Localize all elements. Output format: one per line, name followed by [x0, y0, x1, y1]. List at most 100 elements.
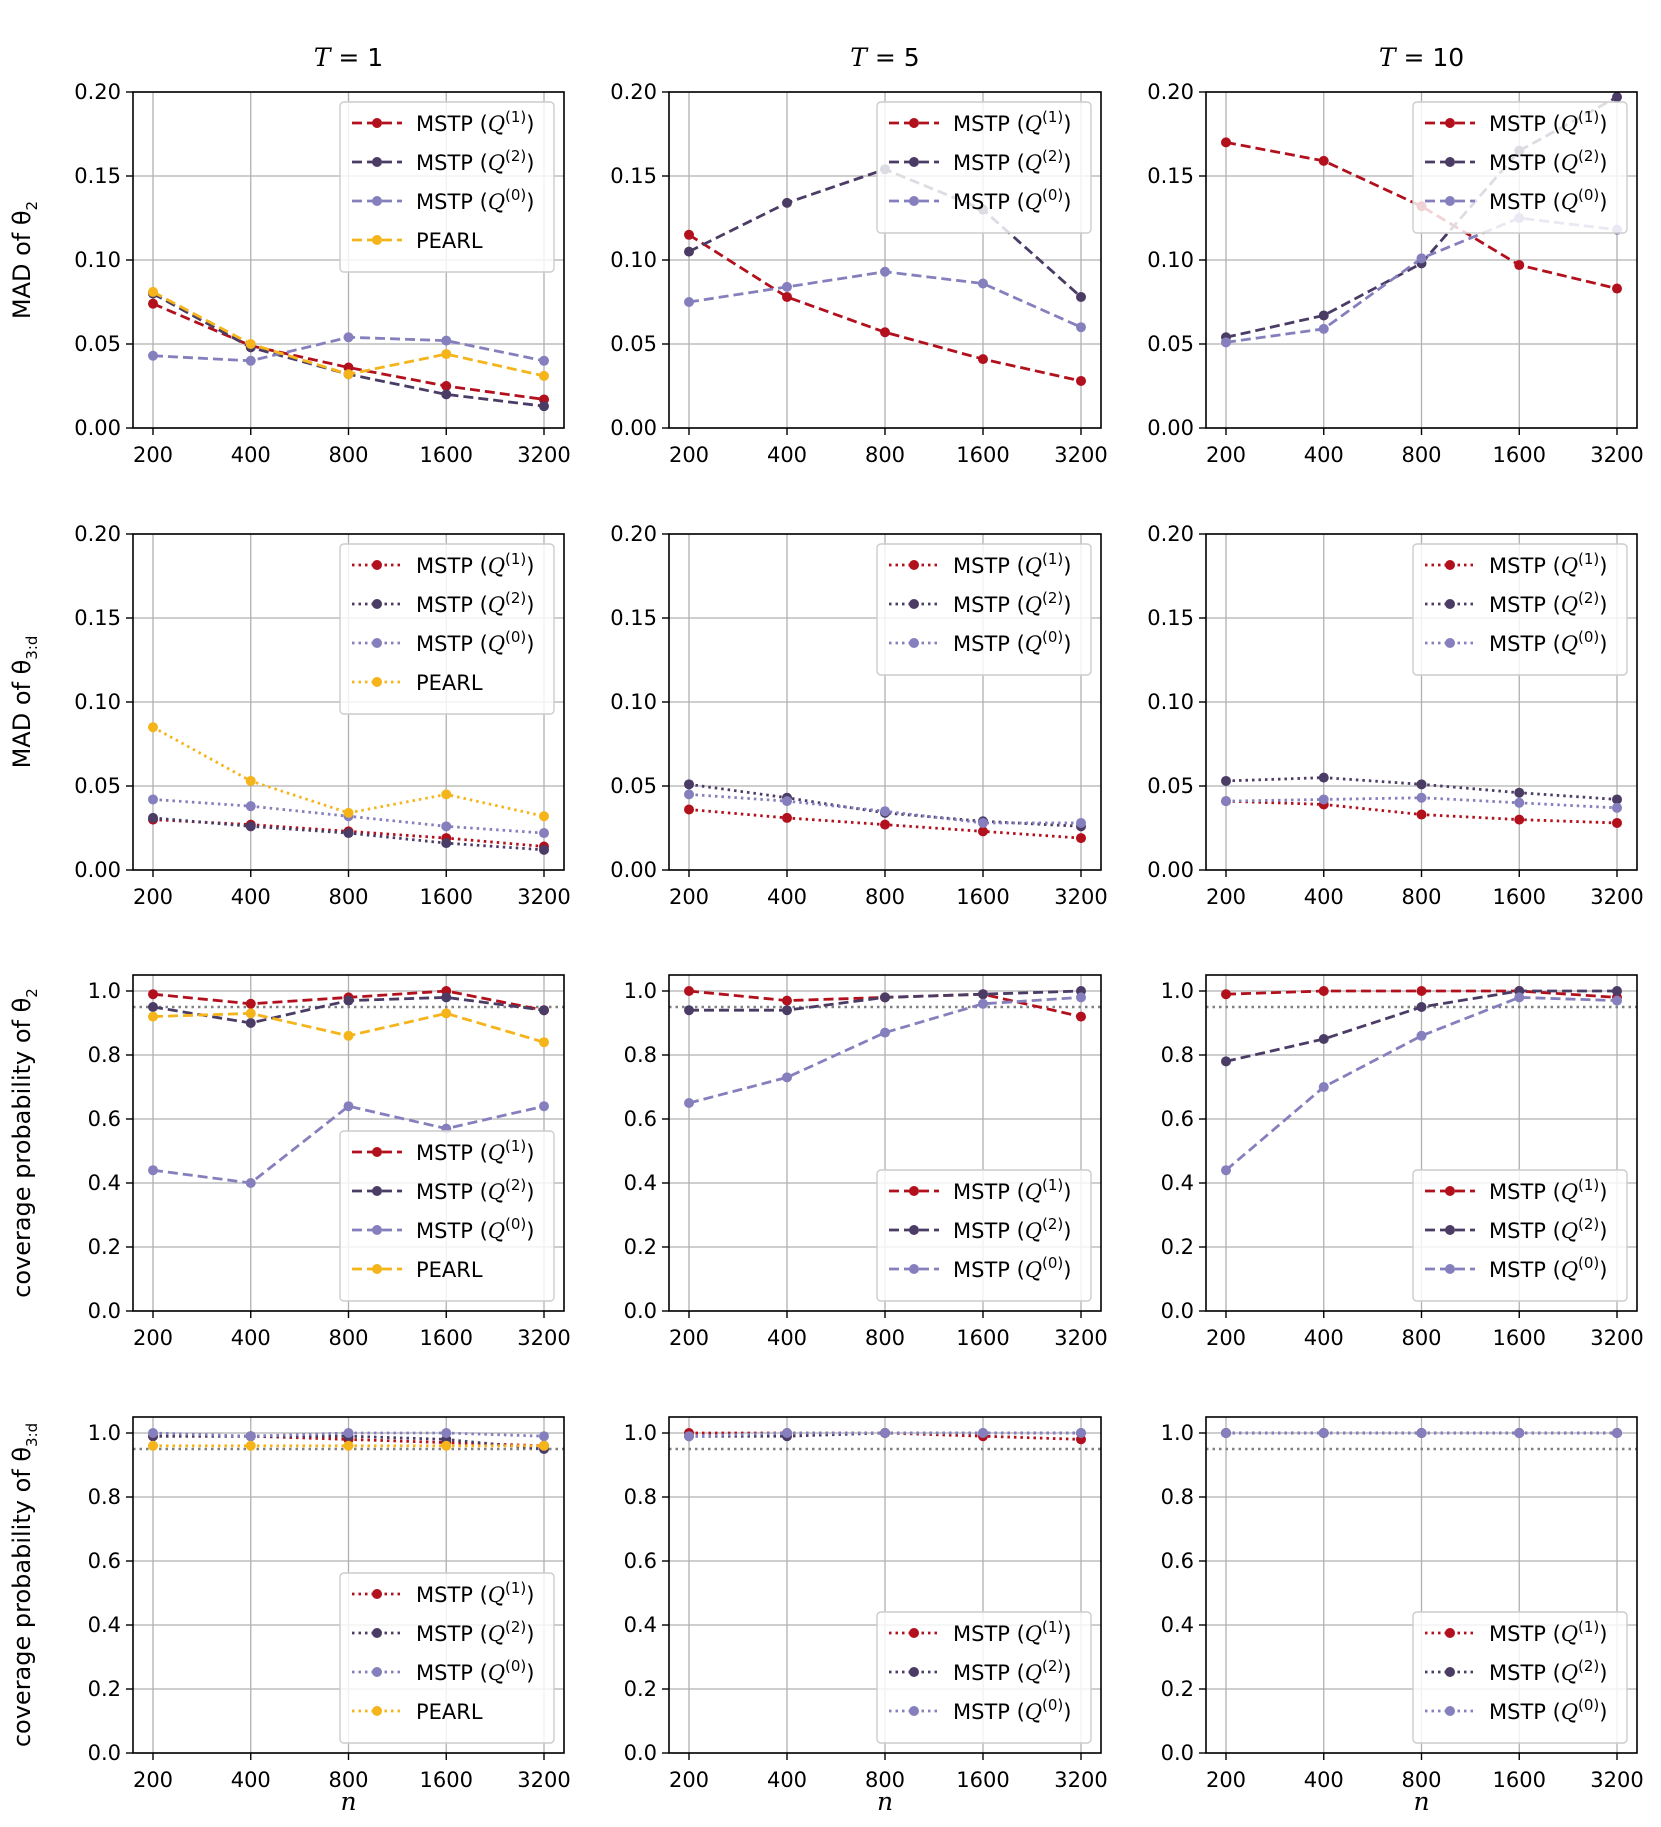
y-tick-label: 0.00	[1147, 858, 1194, 882]
y-tick-label: 0.8	[624, 1043, 657, 1067]
column-title: T = 1	[314, 43, 383, 72]
legend-label-mstp_q0: MSTP (Q(0))	[1489, 1696, 1607, 1724]
x-tick-label: 200	[1206, 885, 1246, 909]
legend-marker-mstp_q2	[909, 1225, 919, 1235]
data-point-mstp_q2	[539, 844, 549, 855]
y-tick-label: 0.2	[1161, 1677, 1194, 1701]
x-tick-label: 3200	[1590, 885, 1643, 909]
legend: MSTP (Q(1)) MSTP (Q(2)) MSTP (Q(0))	[1412, 1611, 1628, 1744]
panel-r1-c0: 200 400 800 1600 3200 0.00 0.05 0.10 0.15 0.20 MST…	[74, 522, 570, 909]
data-point-mstp_q2	[782, 197, 792, 208]
data-point-mstp_q0	[1221, 1428, 1231, 1438]
legend-marker-mstp_q1	[372, 118, 382, 128]
y-tick-label: 0.2	[624, 1677, 657, 1701]
x-tick-label: 3200	[1054, 443, 1107, 467]
data-point-mstp_q2	[539, 1005, 549, 1016]
legend-label-mstp_q2: MSTP (Q(2))	[953, 1215, 1071, 1243]
legend: MSTP (Q(1)) MSTP (Q(2)) MSTP (Q(0))	[876, 543, 1092, 676]
y-tick-label: 0.10	[1147, 690, 1194, 714]
data-point-mstp_q1	[1076, 833, 1086, 844]
data-point-pearl	[343, 1030, 354, 1041]
y-tick-label: 0.2	[624, 1235, 657, 1259]
row-ylabel: coverage probability of θ2	[8, 988, 41, 1298]
data-point-mstp_q0	[148, 350, 158, 361]
y-tick-label: 0.6	[1161, 1549, 1194, 1573]
data-point-mstp_q2	[343, 828, 354, 839]
x-tick-label: 400	[1304, 443, 1344, 467]
legend-marker-mstp_q0	[372, 1225, 382, 1235]
legend-marker-mstp_q0	[1445, 196, 1455, 206]
legend-marker-mstp_q0	[909, 1706, 919, 1716]
data-point-mstp_q1	[441, 381, 452, 391]
legend-marker-mstp_q2	[909, 599, 919, 609]
x-tick-label: 800	[865, 1326, 905, 1350]
x-tick-label: 1600	[956, 1326, 1009, 1350]
data-point-mstp_q0	[1318, 1082, 1329, 1092]
legend-label-mstp_q0: MSTP (Q(0))	[416, 1657, 534, 1685]
legend: MSTP (Q(1)) MSTP (Q(2)) MSTP (Q(0)) PEARL	[339, 543, 555, 715]
y-tick-label: 0.0	[624, 1741, 657, 1765]
data-point-mstp_q2	[684, 779, 694, 790]
legend-label-mstp_q2: MSTP (Q(2))	[416, 1176, 534, 1204]
legend-marker-mstp_q2	[1445, 1667, 1455, 1677]
legend-label-mstp_q1: MSTP (Q(1))	[1489, 550, 1607, 578]
x-tick-label: 1600	[420, 1326, 473, 1350]
legend-marker-mstp_q1	[909, 560, 919, 570]
x-tick-label: 200	[669, 1768, 709, 1792]
data-point-mstp_q0	[245, 1178, 256, 1188]
y-tick-label: 0.00	[610, 858, 657, 882]
data-point-mstp_q2	[148, 1002, 158, 1012]
data-point-mstp_q0	[1416, 1030, 1427, 1041]
x-tick-label: 200	[133, 885, 173, 909]
data-point-mstp_q1	[1221, 137, 1231, 148]
x-tick-label: 1600	[956, 443, 1009, 467]
x-tick-label: 1600	[1493, 1326, 1546, 1350]
x-tick-label: 3200	[1054, 885, 1107, 909]
data-point-mstp_q2	[1076, 291, 1086, 302]
y-tick-label: 0.15	[610, 164, 657, 188]
data-point-mstp_q2	[441, 992, 452, 1003]
data-point-mstp_q1	[1416, 986, 1427, 996]
series-line-mstp_q1	[688, 233, 1082, 383]
y-tick-label: 0.10	[74, 248, 121, 272]
data-point-mstp_q0	[1318, 323, 1329, 334]
legend: MSTP (Q(1)) MSTP (Q(2)) MSTP (Q(0))	[1412, 543, 1628, 676]
data-point-mstp_q0	[1612, 1428, 1622, 1438]
legend-label-mstp_q2: MSTP (Q(2))	[416, 1618, 534, 1646]
data-point-pearl	[343, 369, 354, 380]
series-line-mstp_q0	[688, 996, 1082, 1105]
legend-marker-mstp_q1	[1445, 560, 1455, 570]
data-point-mstp_q0	[684, 1098, 694, 1108]
y-tick-label: 0.15	[74, 164, 121, 188]
x-tick-label: 400	[231, 1326, 271, 1350]
legend-label-mstp_q2: MSTP (Q(2))	[953, 1657, 1071, 1685]
data-point-mstp_q0	[978, 1428, 988, 1438]
y-tick-label: 0.15	[1147, 606, 1194, 630]
y-tick-label: 0.20	[1147, 80, 1194, 104]
data-point-mstp_q0	[782, 1428, 792, 1438]
data-point-mstp_q1	[782, 995, 792, 1006]
data-point-mstp_q0	[1221, 1165, 1231, 1176]
data-point-mstp_q0	[978, 817, 988, 828]
y-tick-label: 0.00	[1147, 416, 1194, 440]
legend: MSTP (Q(1)) MSTP (Q(2)) MSTP (Q(0))	[876, 1611, 1092, 1744]
x-tick-label: 400	[767, 885, 807, 909]
y-tick-label: 0.4	[1161, 1613, 1194, 1637]
legend-label-mstp_q2: MSTP (Q(2))	[953, 589, 1071, 617]
legend-label-mstp_q2: MSTP (Q(2))	[416, 589, 534, 617]
x-tick-label: 1600	[1493, 1768, 1546, 1792]
legend-box	[876, 101, 1092, 234]
series-line-mstp_q1	[1225, 141, 1618, 290]
legend-label-mstp_q2: MSTP (Q(2))	[1489, 589, 1607, 617]
x-axis-label: n	[1413, 1787, 1429, 1816]
data-point-mstp_q0	[1221, 796, 1231, 807]
data-point-mstp_q2	[684, 246, 694, 257]
data-point-mstp_q1	[782, 291, 792, 302]
legend-marker-mstp_q1	[372, 1147, 382, 1157]
data-point-mstp_q1	[978, 354, 988, 365]
y-tick-label: 0.8	[624, 1485, 657, 1509]
data-point-pearl	[245, 775, 256, 786]
x-tick-label: 3200	[1590, 1768, 1643, 1792]
data-point-mstp_q2	[1318, 310, 1329, 321]
legend-marker-mstp_q1	[909, 1186, 919, 1196]
